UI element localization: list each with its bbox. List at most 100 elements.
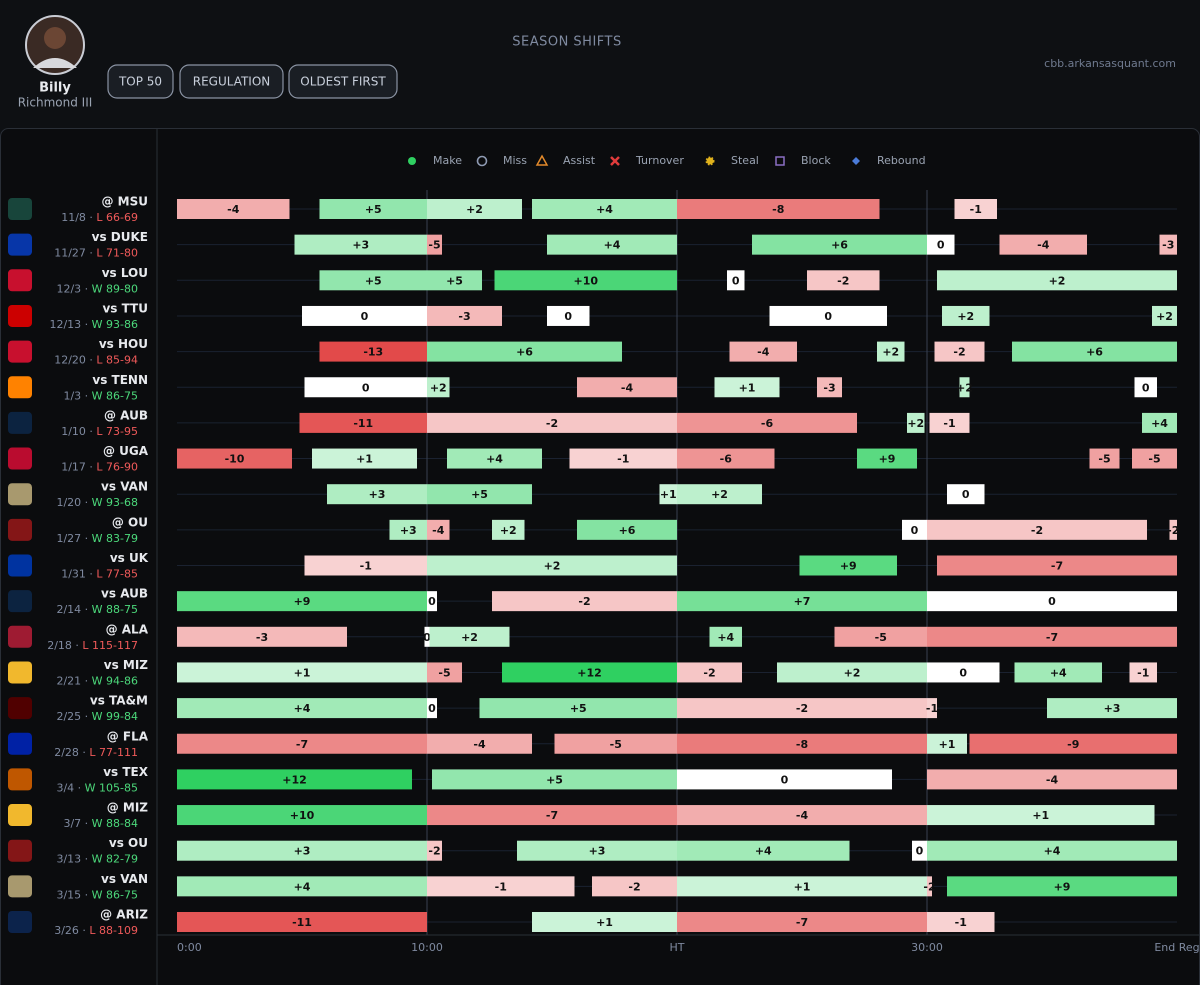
game-info: 11/27 · L 71-80 (54, 247, 138, 260)
team-logo (8, 839, 32, 862)
opponent: vs TTU (102, 301, 148, 315)
shift-label: -2 (428, 845, 440, 858)
game-result: L 88-109 (89, 924, 138, 937)
shift-label: -8 (796, 738, 808, 751)
game-info: 1/10 · L 73-95 (61, 425, 138, 438)
game-info: 3/26 · L 88-109 (54, 924, 138, 937)
opponent: @ ARIZ (100, 908, 148, 922)
shift-label: +5 (570, 702, 587, 715)
team-logo (8, 411, 32, 434)
shift-bar (857, 448, 917, 469)
separator: · (81, 496, 92, 509)
shift-bar (677, 199, 880, 219)
shift-label: -4 (432, 524, 445, 537)
game-date: 2/18 (47, 639, 72, 652)
opponent: vs DUKE (92, 230, 148, 244)
shift-label: +3 (400, 524, 417, 537)
team-logo (8, 483, 32, 506)
shift-bar (494, 270, 677, 291)
avatar-jersey (33, 58, 77, 68)
game-result: W 86-75 (92, 888, 138, 901)
shift-bar (677, 698, 927, 719)
shift-bar (954, 199, 997, 219)
shift-label: 0 (423, 631, 431, 644)
opponent: vs MIZ (104, 658, 149, 672)
opponent: vs AUB (101, 587, 148, 601)
filter-button[interactable]: REGULATION (179, 64, 284, 99)
game-info: 1/3 · W 86-75 (63, 389, 138, 402)
game-result: W 93-68 (92, 496, 138, 509)
shift-bar (177, 840, 427, 861)
game-info: 1/27 · W 83-79 (56, 532, 138, 545)
shift-bar (304, 555, 427, 576)
shift-label: 0 (937, 239, 945, 252)
shift-label: +4 (486, 453, 503, 466)
shift-bar (714, 377, 780, 398)
legend-marker (775, 156, 785, 166)
opponent: vs UK (110, 551, 149, 565)
x-tick-label: 10:00 (411, 941, 443, 954)
game-result: L 76-90 (96, 461, 138, 474)
shift-label: +2 (844, 666, 861, 679)
shift-bar (577, 519, 677, 540)
shift-label: +2 (882, 346, 899, 359)
shift-bar (177, 591, 427, 612)
shift-label: +4 (294, 880, 311, 893)
shift-label: -4 (473, 738, 486, 751)
shift-bar (547, 305, 590, 326)
legend-marker (705, 156, 715, 166)
opponent: vs TEX (103, 765, 149, 779)
shift-label: +5 (365, 203, 382, 216)
shift-bar (927, 733, 967, 754)
shift-bar (677, 876, 927, 897)
game-date: 3/26 (54, 924, 79, 937)
shift-bar (1089, 448, 1120, 469)
shift-bar (709, 626, 742, 647)
shift-label: +2 (466, 203, 483, 216)
shift-label: -1 (970, 203, 982, 216)
shift-bar (902, 519, 927, 540)
shift-bar (427, 698, 437, 719)
game-result: L 77-85 (96, 568, 138, 581)
shift-bar (1159, 234, 1177, 255)
shift-bar (319, 199, 427, 219)
game-info: 3/15 · W 86-75 (56, 888, 138, 901)
shift-bar (502, 662, 677, 683)
game-result: W 82-79 (92, 853, 138, 866)
shift-label: +2 (711, 488, 728, 501)
game-date: 3/7 (63, 817, 81, 830)
separator: · (86, 568, 97, 581)
game-result: L 115-117 (82, 639, 138, 652)
opponent: vs VAN (101, 872, 148, 886)
shift-label: 0 (732, 274, 740, 287)
team-logo (8, 269, 32, 292)
shift-label: 0 (361, 310, 369, 323)
separator: · (86, 211, 97, 224)
shift-label: +1 (1032, 809, 1049, 822)
filter-button[interactable]: OLDEST FIRST (288, 64, 398, 99)
shift-label: -7 (1051, 560, 1063, 573)
shift-bar (1132, 448, 1177, 469)
game-info: 2/14 · W 88-75 (56, 603, 138, 616)
shift-label: -1 (617, 453, 629, 466)
shift-label: -1 (495, 880, 507, 893)
shift-bar (177, 199, 290, 219)
shift-label: +2 (956, 381, 973, 394)
separator: · (81, 817, 92, 830)
legend-label: Block (801, 154, 831, 167)
filter-button[interactable]: TOP 50 (107, 64, 174, 99)
shift-label: -2 (628, 880, 640, 893)
game-date: 12/13 (49, 318, 81, 331)
legend-label: Make (433, 154, 462, 167)
shift-label: +5 (365, 274, 382, 287)
game-result: W 99-84 (92, 710, 138, 723)
game-date: 2/25 (56, 710, 81, 723)
shift-bar (927, 769, 1177, 790)
shift-bar (1142, 412, 1177, 433)
game-date: 2/14 (56, 603, 81, 616)
separator: · (72, 639, 83, 652)
shift-label: -5 (875, 631, 887, 644)
shift-label: -2 (546, 417, 558, 430)
team-logo (8, 911, 32, 933)
